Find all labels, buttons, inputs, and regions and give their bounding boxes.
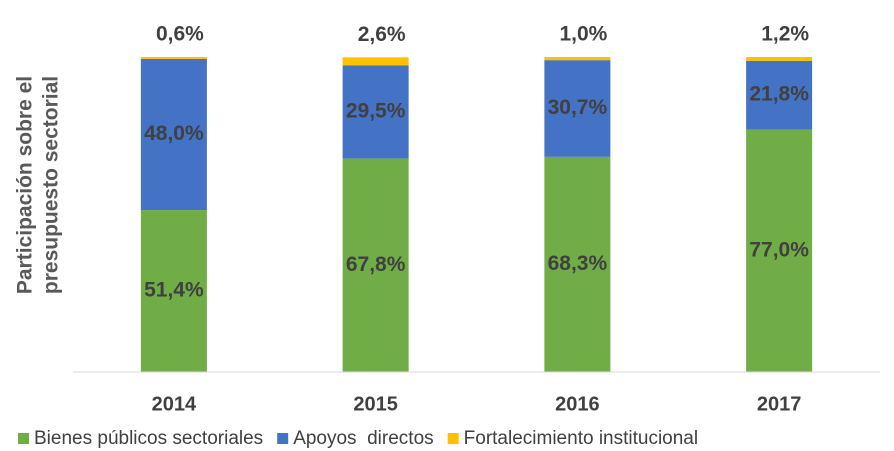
value-label: 68,3% [548,252,608,275]
value-label: 2,6% [358,23,406,46]
x-tick-label: 2016 [555,393,600,415]
legend-swatch [18,433,29,444]
value-label: 77,0% [749,238,809,261]
bar-segment [544,60,611,157]
legend-label: Bienes públicos sectoriales [34,428,263,449]
value-label: 30,7% [548,96,608,119]
value-label: 21,8% [749,83,809,106]
x-tick-label: 2015 [353,393,398,415]
legend-label: Apoyos directos [293,428,433,449]
value-label: 0,6% [156,23,204,46]
bar-segment [342,57,409,66]
bar-segment [746,60,813,130]
bar-segment [746,57,813,61]
value-label: 29,5% [346,100,406,123]
bar-segment [140,58,207,211]
y-axis-label: presupuesto sectorial [40,76,63,294]
value-label: 48,0% [144,122,204,145]
value-label: 51,4% [144,279,204,302]
bar-segment [544,57,611,61]
bar-segment [746,129,813,372]
bar-segment [140,57,207,59]
bar-segment [140,210,207,372]
legend-swatch [447,433,459,444]
x-tick-label: 2014 [152,393,197,415]
bar-segment [342,65,409,159]
x-tick-label: 2017 [757,393,802,415]
legend-label: Fortalecimiento institucional [464,428,698,449]
bar-segment [544,156,611,372]
y-axis-label: Participación sobre el [14,76,37,294]
bar-segment [342,158,409,372]
legend-swatch [277,433,289,444]
value-label: 1,2% [761,23,809,46]
value-label: 67,8% [346,253,406,276]
value-label: 1,0% [559,23,607,46]
